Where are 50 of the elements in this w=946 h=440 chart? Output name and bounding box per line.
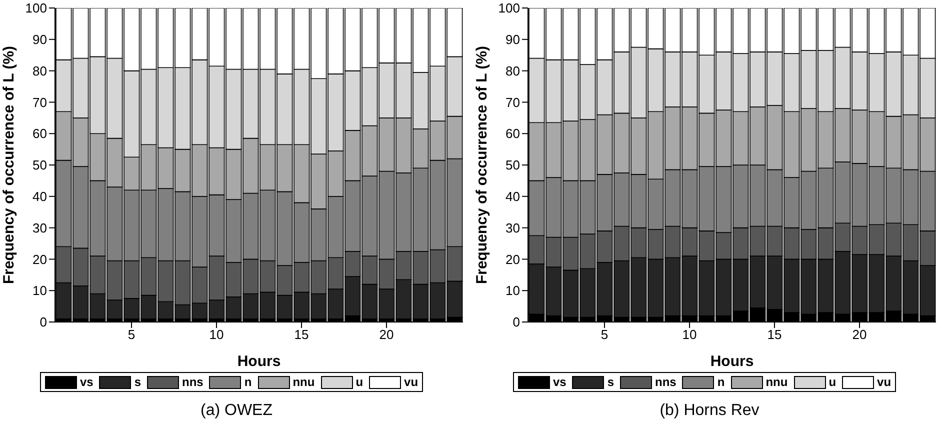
legend-label: vs [552, 375, 566, 389]
y-tick-label: 70 [32, 94, 47, 110]
x-axis-title: Hours [237, 353, 281, 370]
x-tick-label: 20 [379, 327, 394, 342]
x-tick-label: 5 [128, 327, 136, 342]
y-tick-label: 50 [32, 158, 47, 173]
x-tick-label: 20 [852, 327, 867, 342]
text: (a) OWEZ [200, 402, 274, 420]
y-tick-label: 0 [40, 314, 47, 330]
y-tick-label: 50 [506, 158, 520, 173]
legend-label: u [356, 375, 364, 389]
y-tick-label: 40 [506, 189, 520, 204]
legend-label: vu [404, 375, 418, 389]
x-axis-title: Hours [710, 353, 754, 370]
y-tick-label: 100 [498, 0, 520, 16]
y-tick-label: 10 [506, 283, 520, 298]
y-tick-label: 80 [32, 63, 47, 78]
y-tick-label: 0 [512, 314, 520, 330]
x-tick-label: 10 [209, 327, 224, 342]
y-tick-label: 90 [506, 32, 520, 48]
y-tick-label: 20 [32, 252, 47, 267]
text: (b) Horns Rev [658, 402, 760, 420]
legend-label: vu [877, 375, 892, 389]
legend-label: n [244, 375, 252, 389]
legend-label: nnu [766, 375, 788, 389]
legend-label: nns [655, 375, 676, 389]
y-tick-label: 60 [506, 126, 520, 142]
y-axis-title: Frequency of occurrence of L (%) [473, 46, 490, 284]
y-tick-label: 10 [32, 283, 47, 298]
x-tick-label: 5 [600, 327, 608, 342]
legend-label: nnu [292, 375, 315, 389]
legend-label: s [607, 375, 614, 389]
y-tick-label: 40 [32, 189, 47, 204]
legend-label: nns [182, 375, 204, 389]
y-tick-label: 100 [25, 0, 47, 16]
y-axis-title: Frequency of occurrence of L (%) [0, 46, 18, 284]
legend-label: s [134, 375, 141, 389]
y-tick-label: 60 [32, 126, 47, 142]
y-tick-label: 90 [32, 32, 47, 48]
x-tick-label: 15 [767, 327, 782, 342]
legend-label: u [828, 375, 836, 389]
y-tick-label: 70 [506, 94, 520, 110]
y-tick-label: 30 [506, 220, 520, 236]
legend-label: n [717, 375, 725, 389]
y-tick-label: 30 [32, 220, 47, 236]
y-tick-label: 20 [506, 252, 520, 267]
x-tick-label: 15 [294, 327, 309, 342]
legend-label: vs [80, 375, 94, 389]
x-tick-label: 10 [682, 327, 697, 342]
y-tick-label: 80 [506, 63, 520, 78]
